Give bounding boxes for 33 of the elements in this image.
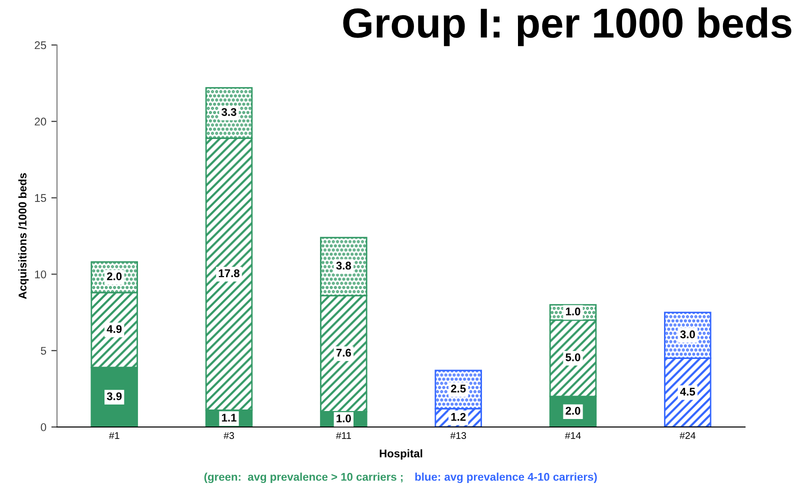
x-tick-label: #1 — [108, 432, 120, 439]
x-tick-label: #11 — [336, 432, 351, 439]
x-tick-label: #3 — [224, 432, 234, 439]
data-label: 3.8 — [336, 262, 352, 270]
chart-title: Group I: per 1000 beds — [343, 7, 792, 46]
text: blue: avg prevalence 4-10 carriers) — [415, 472, 597, 484]
data-label: 4.9 — [106, 325, 122, 333]
data-label: 4.5 — [680, 388, 696, 396]
data-label: 1.0 — [566, 308, 580, 316]
data-label: 1.2 — [451, 412, 466, 421]
y-tick-label: 0 — [40, 423, 46, 432]
data-label: 5.0 — [566, 353, 580, 362]
x-tick-label: #24 — [680, 432, 696, 439]
x-tick-label: #13 — [450, 432, 466, 439]
data-label: 1.1 — [222, 414, 236, 422]
data-label: 3.0 — [680, 330, 695, 338]
data-label: 1.0 — [336, 414, 351, 422]
x-axis-title: Hospital — [380, 449, 422, 460]
data-label: 3.9 — [106, 392, 122, 400]
y-tick-label: 20 — [34, 118, 46, 126]
data-label: 3.3 — [222, 108, 236, 116]
y-tick-label: 25 — [34, 41, 46, 50]
data-label: 7.6 — [336, 348, 351, 357]
y-tick-label: 5 — [40, 346, 46, 355]
data-label: 17.8 — [218, 269, 240, 278]
y-tick-label: 15 — [35, 194, 46, 202]
data-label: 2.5 — [450, 384, 466, 393]
x-tick-label: #14 — [564, 432, 581, 439]
data-label: 2.0 — [566, 406, 580, 415]
y-axis-title: Acquisitions /1000 beds — [18, 173, 29, 300]
data-label: 2.0 — [106, 272, 122, 280]
text: (green: avg prevalence > 10 carriers ; — [204, 472, 403, 484]
y-tick-label: 10 — [35, 270, 46, 278]
